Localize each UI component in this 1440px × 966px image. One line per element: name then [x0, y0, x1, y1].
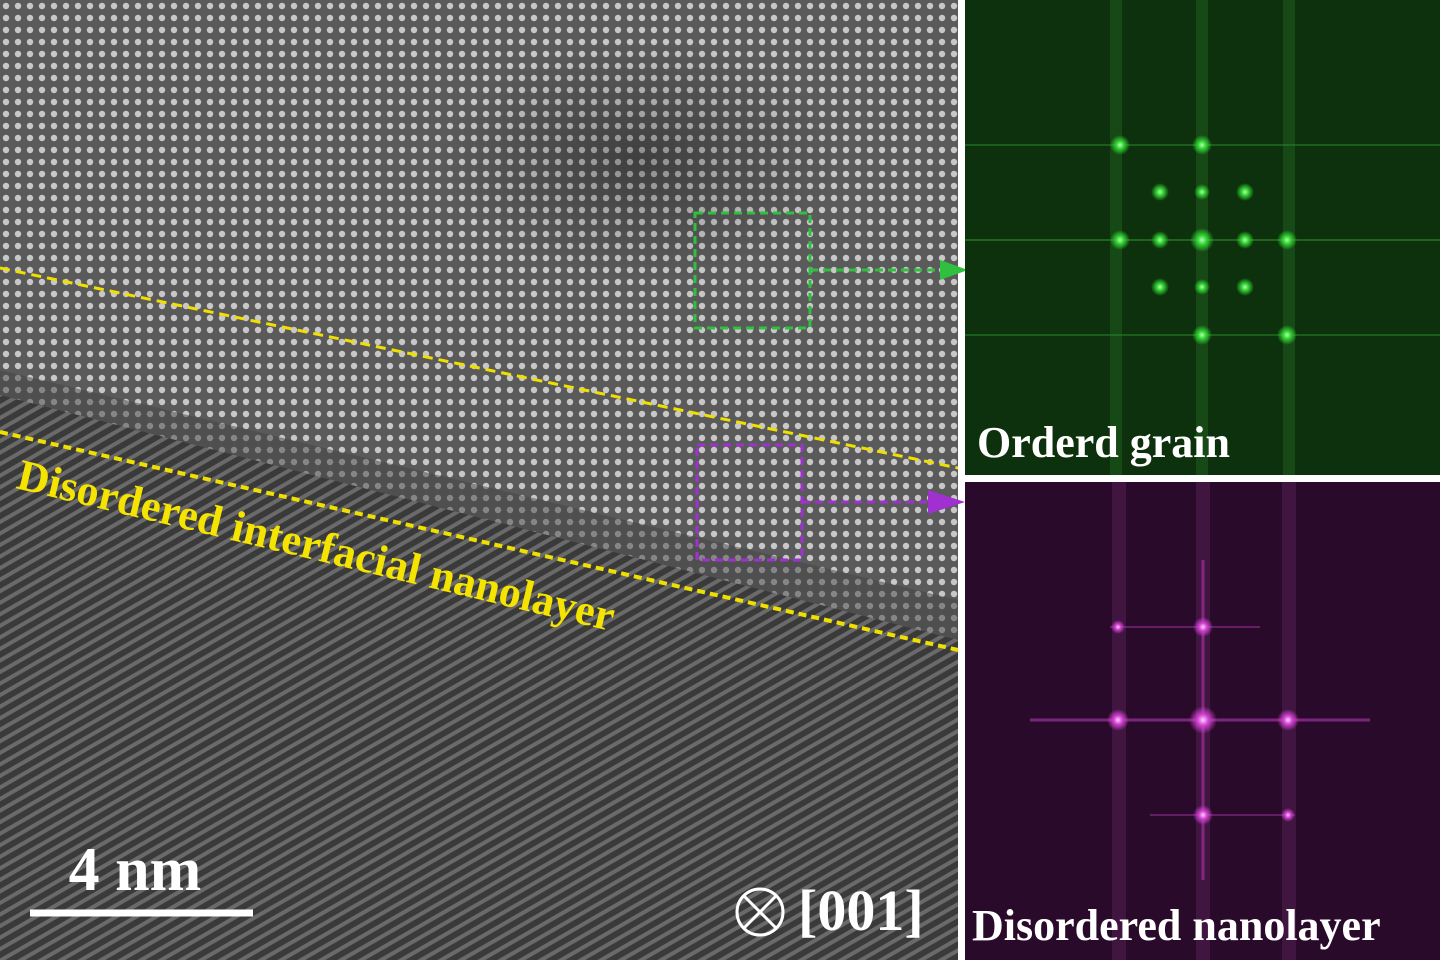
zone-axis: [001] [798, 878, 924, 943]
fft-disordered: Disordered nanolayer [965, 482, 1440, 960]
micrograph: Disordered interfacial nanolayer 4 nm [0… [0, 0, 968, 960]
panel-label: Disordered nanolayer [972, 901, 1381, 950]
fft-ordered: Orderd grain [965, 0, 1440, 475]
scale-bar-label: 4 nm [69, 836, 202, 904]
panel-label: Orderd grain [977, 418, 1230, 467]
